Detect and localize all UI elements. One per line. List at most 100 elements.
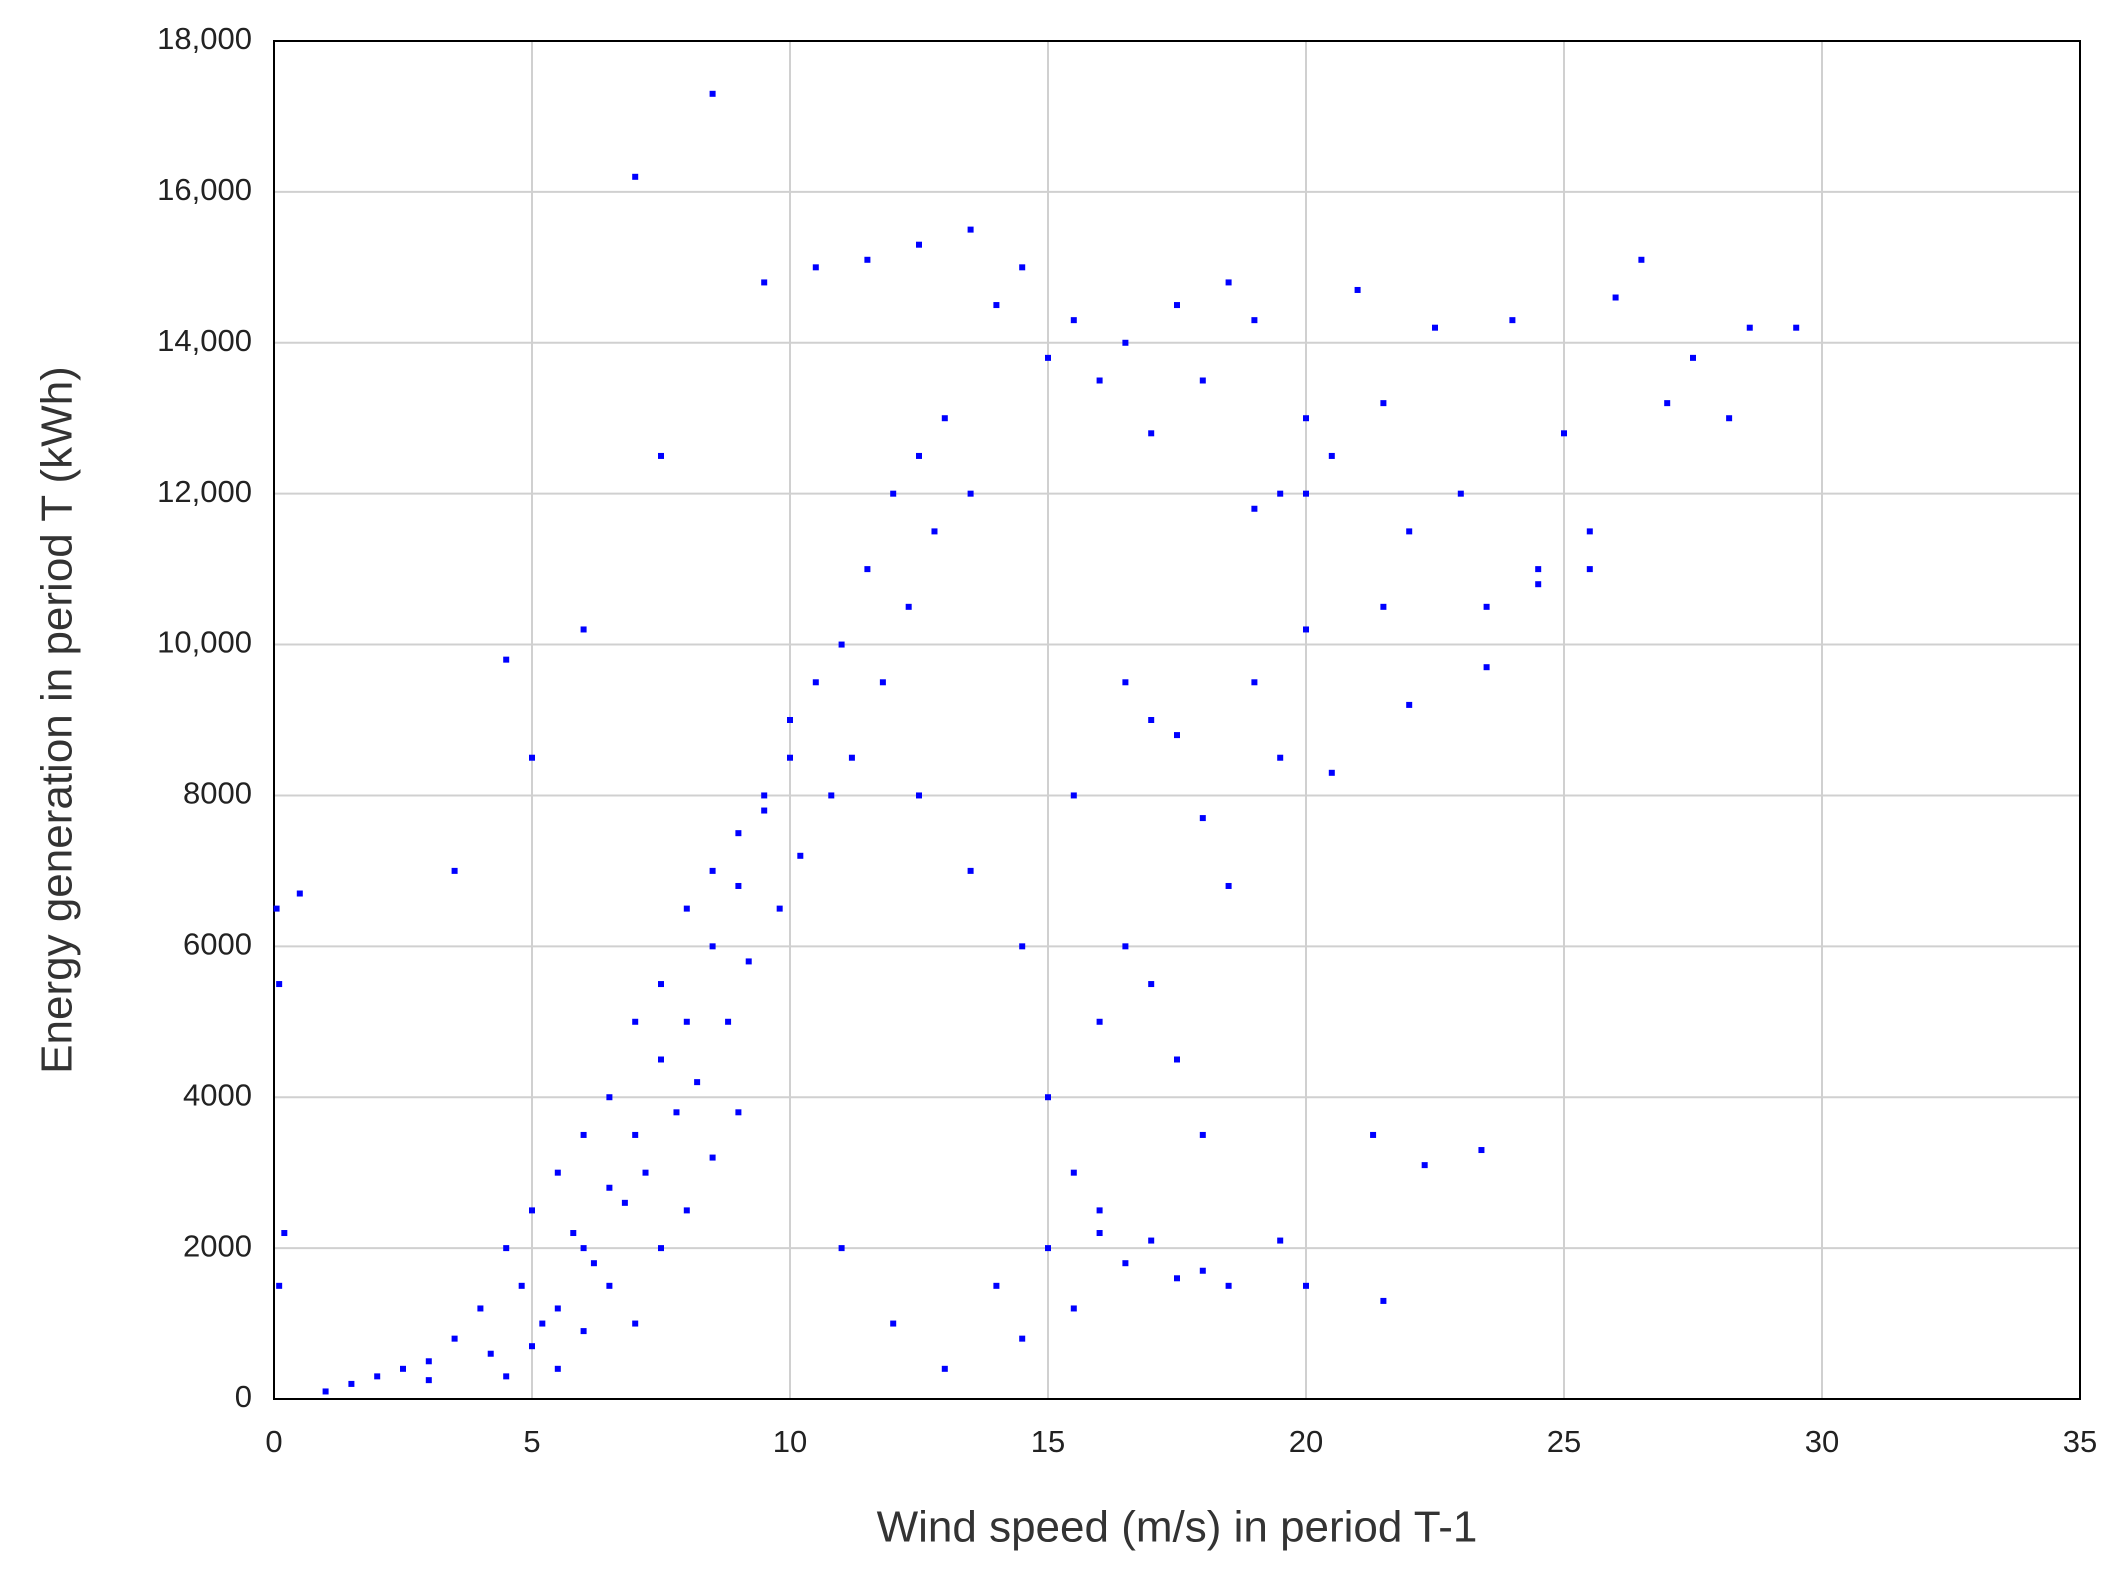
- plot-frame: [273, 40, 2081, 1400]
- point: [735, 1109, 742, 1116]
- point: [1483, 603, 1490, 610]
- point: [1664, 400, 1671, 407]
- y-axis-label: Energy generation in period T (kWh): [33, 366, 82, 1074]
- x-tick-label: 30: [1805, 1424, 1839, 1459]
- y-tick-label: 14,000: [157, 323, 252, 358]
- point: [632, 173, 639, 180]
- point: [276, 981, 283, 988]
- point: [658, 1245, 664, 1252]
- point: [776, 905, 783, 912]
- point: [941, 415, 948, 422]
- point: [1148, 1237, 1155, 1244]
- y-tick-label: 2000: [183, 1228, 252, 1263]
- point: [1406, 528, 1413, 535]
- point: [812, 264, 819, 271]
- point: [1421, 1162, 1428, 1169]
- point: [518, 1282, 525, 1289]
- point: [554, 1365, 561, 1372]
- point: [539, 1320, 546, 1327]
- point: [632, 1131, 639, 1138]
- x-tick-label: 15: [1031, 1424, 1065, 1459]
- y-tick-label: 4000: [183, 1077, 252, 1112]
- point: [1096, 1207, 1103, 1214]
- point: [658, 981, 664, 988]
- point: [529, 754, 535, 761]
- point: [281, 1230, 288, 1237]
- point: [1199, 815, 1206, 822]
- point: [1483, 664, 1490, 671]
- y-tick-label: 10,000: [157, 625, 252, 660]
- point: [848, 754, 855, 761]
- point: [1303, 626, 1309, 633]
- point: [1019, 943, 1026, 950]
- x-tick-label: 10: [773, 1424, 807, 1459]
- point: [838, 641, 845, 648]
- y-tick-label: 8000: [183, 776, 252, 811]
- point: [348, 1380, 355, 1387]
- point: [1174, 732, 1180, 739]
- point: [797, 852, 804, 859]
- point: [725, 1018, 732, 1025]
- point: [1432, 324, 1438, 331]
- point: [1251, 317, 1258, 324]
- x-tick-label: 25: [1547, 1424, 1581, 1459]
- point: [1509, 317, 1516, 324]
- point: [1277, 754, 1284, 761]
- point: [1638, 256, 1645, 263]
- point: [1370, 1131, 1377, 1138]
- point: [451, 1335, 458, 1342]
- point: [580, 1131, 587, 1138]
- point: [905, 603, 912, 610]
- point: [1380, 1297, 1387, 1304]
- point: [1380, 400, 1387, 407]
- point: [890, 1320, 897, 1327]
- point: [1354, 286, 1361, 293]
- point: [1746, 324, 1753, 331]
- x-axis-label: Wind speed (m/s) in period T-1: [877, 1503, 1478, 1552]
- point: [890, 490, 897, 497]
- point: [838, 1245, 845, 1252]
- point: [916, 241, 922, 248]
- point: [1070, 1169, 1077, 1176]
- point: [1561, 430, 1567, 437]
- point: [1045, 1245, 1051, 1252]
- point: [1148, 981, 1155, 988]
- point: [761, 807, 768, 814]
- point: [1174, 1056, 1180, 1063]
- point: [296, 890, 303, 897]
- point: [864, 256, 871, 263]
- x-tick-label: 5: [523, 1424, 540, 1459]
- point: [1277, 1237, 1284, 1244]
- point: [1199, 1267, 1206, 1274]
- point: [787, 754, 793, 761]
- point: [1251, 679, 1258, 686]
- point: [1303, 415, 1309, 422]
- point: [580, 1328, 587, 1335]
- point: [425, 1377, 432, 1384]
- point: [503, 656, 510, 663]
- point: [606, 1184, 613, 1191]
- point: [632, 1018, 639, 1025]
- point: [1277, 490, 1284, 497]
- point: [570, 1230, 577, 1237]
- point: [487, 1350, 494, 1357]
- point: [1122, 943, 1129, 950]
- point: [1586, 566, 1593, 573]
- point: [683, 1207, 690, 1214]
- point: [554, 1305, 561, 1312]
- point: [1096, 1230, 1103, 1237]
- point: [1793, 324, 1800, 331]
- point: [273, 905, 280, 912]
- y-tick-label: 12,000: [157, 474, 252, 509]
- point: [967, 490, 974, 497]
- point: [1122, 1260, 1129, 1267]
- point: [879, 679, 886, 686]
- point: [1303, 1282, 1309, 1289]
- point: [735, 882, 742, 889]
- point: [1199, 1131, 1206, 1138]
- point: [1535, 581, 1542, 588]
- point: [1457, 490, 1464, 497]
- point: [1019, 264, 1026, 271]
- point: [993, 1282, 1000, 1289]
- point: [1096, 1018, 1103, 1025]
